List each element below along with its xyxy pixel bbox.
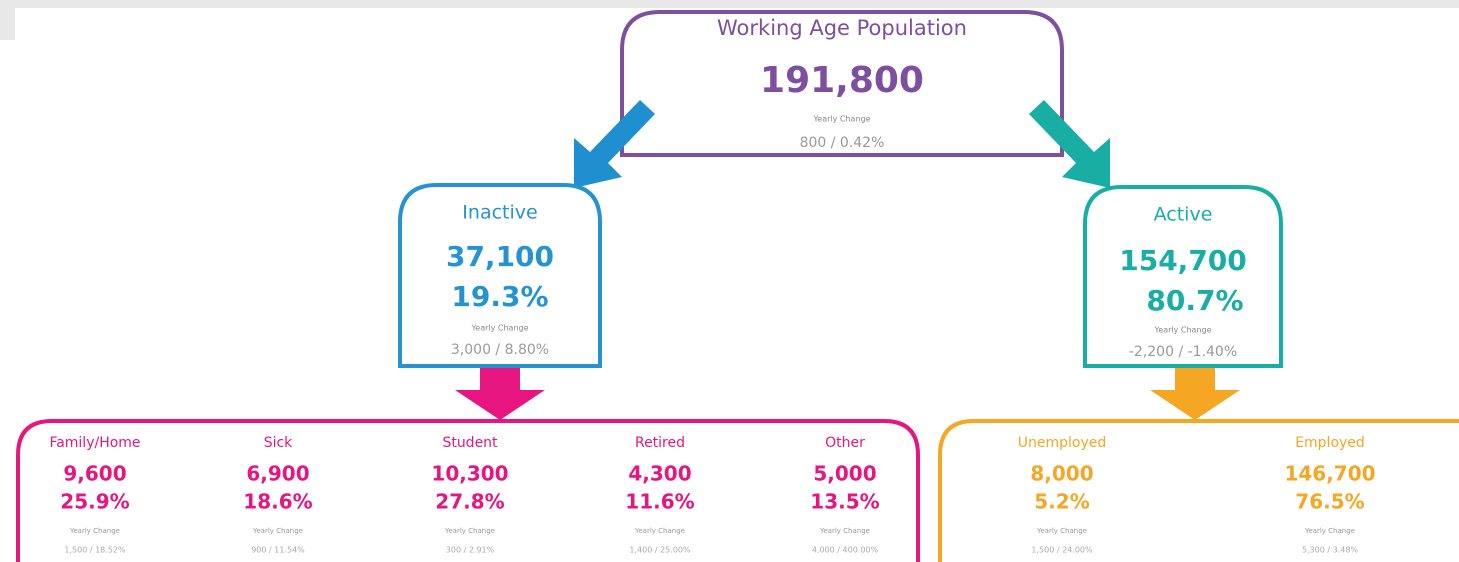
- inactive-value: 37,100: [446, 240, 554, 273]
- inactive-change-label: Yearly Change: [470, 324, 528, 333]
- item-change-label: Yearly Change: [1304, 527, 1355, 535]
- item-name: Unemployed: [1018, 435, 1107, 451]
- item-name: Retired: [635, 435, 685, 451]
- item-value: 4,300: [628, 462, 691, 486]
- item-change-label: Yearly Change: [634, 527, 685, 535]
- item-percent: 11.6%: [625, 490, 694, 514]
- item-percent: 13.5%: [810, 490, 879, 514]
- item-value: 5,000: [813, 462, 876, 486]
- active-breakdown-box: [938, 419, 1459, 562]
- top-title: Working Age Population: [717, 16, 967, 40]
- item-change: 900 / 11.54%: [251, 546, 305, 555]
- item-name: Sick: [264, 435, 293, 451]
- item-percent: 76.5%: [1295, 490, 1364, 514]
- active-percent: 80.7%: [1146, 284, 1243, 317]
- item-change: 300 / 2.91%: [446, 546, 495, 555]
- left-band: [0, 0, 15, 40]
- item-change: 1,500 / 24.00%: [1031, 546, 1093, 555]
- item-change: 4,000 / 400.00%: [812, 546, 879, 555]
- item-change-label: Yearly Change: [444, 527, 495, 535]
- item-value: 8,000: [1030, 462, 1093, 486]
- item-percent: 27.8%: [435, 490, 504, 514]
- top-box: [620, 10, 1064, 157]
- active-box: [1083, 185, 1283, 368]
- item-name: Other: [825, 435, 865, 451]
- item-name: Student: [442, 435, 498, 451]
- item-change-label: Yearly Change: [1036, 527, 1087, 535]
- top-value: 191,800: [760, 60, 924, 101]
- top-change: 800 / 0.42%: [800, 135, 885, 151]
- inactive-change: 3,000 / 8.80%: [451, 342, 549, 358]
- arrow-inactive: [574, 100, 655, 188]
- item-value: 10,300: [431, 462, 508, 486]
- inactive-percent: 19.3%: [451, 280, 548, 313]
- item-change: 5,300 / 3.48%: [1302, 546, 1358, 555]
- item-change-label: Yearly Change: [69, 527, 120, 535]
- arrow-active-breakdown: [1150, 368, 1240, 420]
- active-change-label: Yearly Change: [1153, 326, 1211, 335]
- top-band: [0, 0, 1459, 8]
- top-change-label: Yearly Change: [812, 115, 870, 124]
- active-title: Active: [1154, 204, 1213, 226]
- item-change-label: Yearly Change: [819, 527, 870, 535]
- inactive-title: Inactive: [462, 202, 537, 224]
- inactive-box: [398, 183, 602, 368]
- item-change-label: Yearly Change: [252, 527, 303, 535]
- item-value: 6,900: [246, 462, 309, 486]
- active-value: 154,700: [1119, 244, 1247, 277]
- arrow-active: [1029, 100, 1110, 188]
- item-name: Employed: [1295, 435, 1365, 451]
- item-change: 1,500 / 18.52%: [64, 546, 126, 555]
- inactive-breakdown-box: [16, 419, 920, 562]
- active-change: -2,200 / -1.40%: [1129, 344, 1237, 360]
- arrow-inactive-breakdown: [455, 368, 545, 420]
- item-value: 146,700: [1284, 462, 1375, 486]
- item-percent: 5.2%: [1034, 490, 1089, 514]
- item-value: 9,600: [63, 462, 126, 486]
- item-change: 1,400 / 25.00%: [629, 546, 691, 555]
- item-percent: 25.9%: [60, 490, 129, 514]
- item-percent: 18.6%: [243, 490, 312, 514]
- item-name: Family/Home: [49, 435, 140, 451]
